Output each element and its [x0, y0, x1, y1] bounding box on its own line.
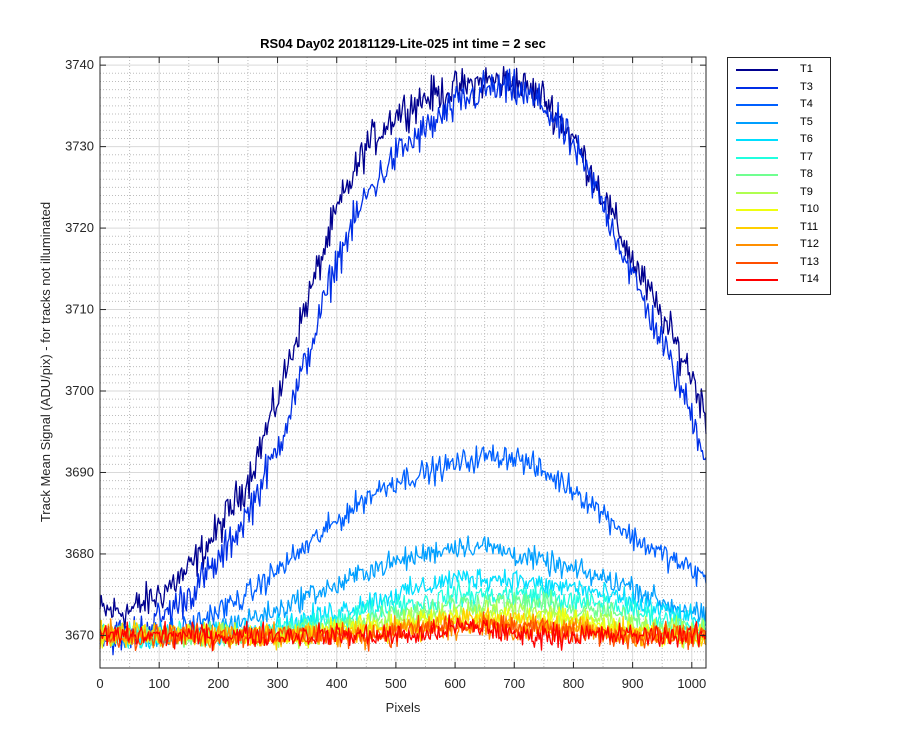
y-tick-label: 3690 [65, 464, 94, 479]
legend-label: T12 [800, 238, 819, 250]
legend-swatch [736, 121, 778, 124]
legend-label: T11 [800, 220, 819, 233]
x-tick-label: 600 [444, 676, 466, 691]
series-line-t4 [99, 444, 707, 648]
legend-label: T10 [800, 203, 819, 215]
x-tick-label: 500 [385, 676, 407, 691]
legend[interactable]: T1 T3 T4 T5 T6 T7 T8 T9 T10 T11 T12 T13 T14 [727, 57, 831, 295]
legend-swatch [736, 69, 778, 71]
x-tick-label: 100 [148, 676, 170, 691]
legend-swatch [736, 156, 778, 159]
legend-item-t1[interactable]: T1 [728, 62, 832, 79]
legend-swatch [736, 226, 778, 229]
x-tick-label: 300 [267, 676, 289, 691]
legend-swatch [736, 244, 778, 246]
legend-item-t8[interactable]: T8 [728, 167, 832, 184]
legend-label: T14 [800, 273, 819, 285]
x-tick-label: 0 [96, 676, 103, 691]
legend-label: T13 [800, 255, 819, 268]
legend-label: T4 [800, 98, 813, 110]
x-tick-label: 200 [208, 676, 230, 691]
legend-swatch [736, 139, 778, 141]
series-line-t14 [99, 614, 707, 652]
y-tick-label: 3730 [65, 139, 94, 154]
y-tick-label: 3720 [65, 220, 94, 235]
legend-label: T9 [800, 185, 813, 198]
legend-item-t9[interactable]: T9 [728, 185, 832, 202]
legend-item-t12[interactable]: T12 [728, 237, 832, 254]
legend-label: T6 [800, 133, 813, 145]
legend-item-t3[interactable]: T3 [728, 80, 832, 97]
chart-title: RS04 Day02 20181129-Lite-025 int time = … [260, 36, 546, 51]
legend-swatch [736, 104, 778, 106]
legend-swatch [736, 191, 778, 194]
y-tick-label: 3740 [65, 57, 94, 72]
x-tick-label: 800 [563, 676, 585, 691]
legend-label: T8 [800, 168, 813, 180]
y-tick-label: 3710 [65, 302, 94, 317]
x-tick-label: 900 [622, 676, 644, 691]
x-axis-label: Pixels [385, 700, 421, 715]
legend-label: T7 [800, 150, 813, 163]
x-tick-label: 700 [503, 676, 525, 691]
legend-label: T1 [800, 63, 813, 75]
legend-swatch [736, 279, 778, 281]
legend-item-t10[interactable]: T10 [728, 202, 832, 219]
series-line-t3 [99, 68, 707, 656]
legend-swatch [736, 261, 778, 264]
legend-swatch [736, 86, 778, 89]
legend-item-t13[interactable]: T13 [728, 255, 832, 272]
y-tick-label: 3670 [65, 627, 94, 642]
x-tick-label: 400 [326, 676, 348, 691]
y-tick-label: 3700 [65, 383, 94, 398]
legend-label: T5 [800, 115, 813, 128]
legend-item-t7[interactable]: T7 [728, 150, 832, 167]
x-tick-label: 1000 [677, 676, 706, 691]
legend-item-t5[interactable]: T5 [728, 115, 832, 132]
legend-swatch [736, 174, 778, 176]
legend-item-t6[interactable]: T6 [728, 132, 832, 149]
y-tick-label: 3680 [65, 546, 94, 561]
y-axis-label: Track Mean Signal (ADU/pix) - for tracks… [38, 201, 53, 523]
legend-item-t11[interactable]: T11 [728, 220, 832, 237]
axes-box [99, 56, 707, 669]
legend-item-t4[interactable]: T4 [728, 97, 832, 114]
legend-label: T3 [800, 80, 813, 93]
legend-swatch [736, 209, 778, 211]
legend-item-t14[interactable]: T14 [728, 272, 832, 289]
